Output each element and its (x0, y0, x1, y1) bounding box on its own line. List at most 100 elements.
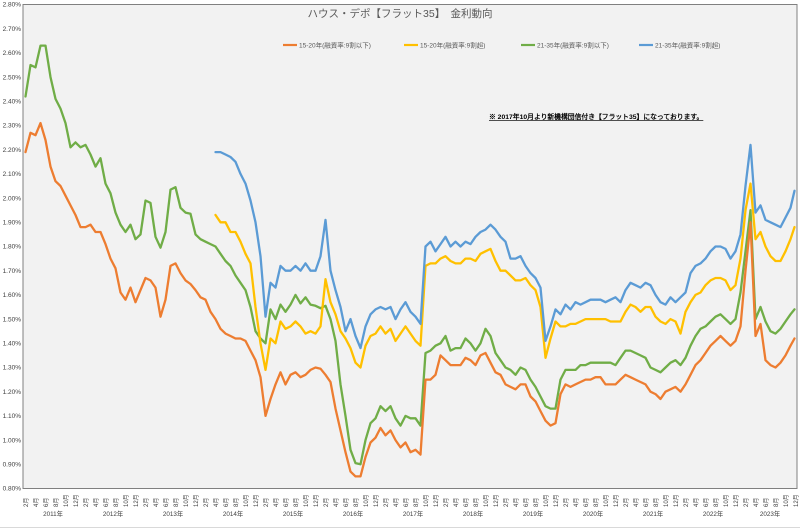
svg-text:6月: 6月 (583, 498, 590, 507)
svg-text:0.90%: 0.90% (3, 462, 22, 469)
svg-text:4月: 4月 (153, 498, 160, 507)
svg-text:2012年: 2012年 (103, 509, 123, 518)
svg-text:0.80%: 0.80% (3, 486, 22, 493)
svg-text:2月: 2月 (143, 498, 150, 507)
svg-text:12月: 12月 (793, 494, 800, 507)
svg-text:8月: 8月 (533, 498, 540, 507)
svg-text:2月: 2月 (263, 498, 270, 507)
svg-text:10月: 10月 (663, 494, 670, 507)
svg-text:6月: 6月 (343, 498, 350, 507)
svg-text:6月: 6月 (283, 498, 290, 507)
svg-text:2月: 2月 (23, 498, 30, 507)
svg-text:10月: 10月 (363, 494, 370, 507)
svg-text:10月: 10月 (183, 494, 190, 507)
svg-text:2018年: 2018年 (463, 509, 483, 518)
svg-text:2015年: 2015年 (283, 509, 303, 518)
svg-text:10月: 10月 (483, 494, 490, 507)
svg-text:2.60%: 2.60% (3, 50, 22, 57)
svg-text:2月: 2月 (563, 498, 570, 507)
svg-text:2020年: 2020年 (583, 509, 603, 518)
svg-text:2022年: 2022年 (703, 509, 723, 518)
svg-text:10月: 10月 (543, 494, 550, 507)
svg-text:12月: 12月 (493, 494, 500, 507)
svg-text:4月: 4月 (213, 498, 220, 507)
svg-text:12月: 12月 (373, 494, 380, 507)
svg-text:2.20%: 2.20% (3, 147, 22, 154)
svg-text:8月: 8月 (173, 498, 180, 507)
svg-text:8月: 8月 (293, 498, 300, 507)
svg-text:4月: 4月 (573, 498, 580, 507)
svg-text:1.40%: 1.40% (3, 341, 22, 348)
svg-text:10月: 10月 (603, 494, 610, 507)
svg-text:2月: 2月 (503, 498, 510, 507)
svg-text:15-20年(融資率:9割超): 15-20年(融資率:9割超) (420, 41, 485, 50)
svg-text:21-35年(融資率:9割以下): 21-35年(融資率:9割以下) (537, 41, 609, 50)
svg-text:8月: 8月 (113, 498, 120, 507)
svg-text:10月: 10月 (243, 494, 250, 507)
svg-text:2月: 2月 (683, 498, 690, 507)
svg-text:12月: 12月 (313, 494, 320, 507)
svg-text:1.10%: 1.10% (3, 413, 22, 420)
svg-text:2月: 2月 (623, 498, 630, 507)
svg-text:2.00%: 2.00% (3, 195, 22, 202)
svg-text:2月: 2月 (743, 498, 750, 507)
svg-text:1.60%: 1.60% (3, 292, 22, 299)
svg-text:2月: 2月 (383, 498, 390, 507)
svg-text:2.70%: 2.70% (3, 26, 22, 33)
svg-text:1.20%: 1.20% (3, 389, 22, 396)
svg-text:12月: 12月 (133, 494, 140, 507)
svg-text:12月: 12月 (733, 494, 740, 507)
svg-text:4月: 4月 (333, 498, 340, 507)
svg-text:2014年: 2014年 (223, 509, 243, 518)
svg-text:21-35年(融資率:9割超): 21-35年(融資率:9割超) (655, 41, 720, 50)
svg-text:12月: 12月 (253, 494, 260, 507)
svg-text:10月: 10月 (303, 494, 310, 507)
svg-text:6月: 6月 (523, 498, 530, 507)
svg-text:6月: 6月 (703, 498, 710, 507)
svg-text:2月: 2月 (323, 498, 330, 507)
svg-text:1.30%: 1.30% (3, 365, 22, 372)
svg-text:12月: 12月 (193, 494, 200, 507)
svg-text:10月: 10月 (423, 494, 430, 507)
svg-text:4月: 4月 (753, 498, 760, 507)
svg-text:1.00%: 1.00% (3, 437, 22, 444)
svg-text:2023年: 2023年 (760, 509, 780, 518)
svg-text:6月: 6月 (223, 498, 230, 507)
svg-text:6月: 6月 (763, 498, 770, 507)
svg-text:4月: 4月 (633, 498, 640, 507)
svg-text:2016年: 2016年 (343, 509, 363, 518)
svg-text:8月: 8月 (473, 498, 480, 507)
svg-text:6月: 6月 (403, 498, 410, 507)
svg-text:8月: 8月 (593, 498, 600, 507)
svg-text:1.70%: 1.70% (3, 268, 22, 275)
svg-text:8月: 8月 (233, 498, 240, 507)
svg-text:8月: 8月 (713, 498, 720, 507)
svg-text:4月: 4月 (693, 498, 700, 507)
svg-text:4月: 4月 (273, 498, 280, 507)
svg-text:12月: 12月 (673, 494, 680, 507)
svg-text:8月: 8月 (53, 498, 60, 507)
svg-text:ハウス・デポ【フラット35】 金利動向: ハウス・デポ【フラット35】 金利動向 (308, 7, 493, 20)
svg-text:6月: 6月 (43, 498, 50, 507)
svg-text:1.90%: 1.90% (3, 220, 22, 227)
svg-text:2.30%: 2.30% (3, 123, 22, 130)
svg-text:2.10%: 2.10% (3, 171, 22, 178)
svg-text:6月: 6月 (103, 498, 110, 507)
svg-text:6月: 6月 (163, 498, 170, 507)
svg-text:10月: 10月 (783, 494, 790, 507)
svg-text:10月: 10月 (63, 494, 70, 507)
svg-text:12月: 12月 (73, 494, 80, 507)
svg-text:10月: 10月 (123, 494, 130, 507)
svg-text:2011年: 2011年 (43, 509, 63, 518)
svg-text:2019年: 2019年 (523, 509, 543, 518)
svg-text:2013年: 2013年 (163, 509, 183, 518)
svg-text:4月: 4月 (393, 498, 400, 507)
svg-text:2.50%: 2.50% (3, 74, 22, 81)
svg-text:10月: 10月 (723, 494, 730, 507)
svg-text:4月: 4月 (93, 498, 100, 507)
svg-text:8月: 8月 (413, 498, 420, 507)
svg-text:2017年: 2017年 (403, 509, 423, 518)
svg-text:2月: 2月 (83, 498, 90, 507)
svg-text:6月: 6月 (643, 498, 650, 507)
svg-text:4月: 4月 (453, 498, 460, 507)
